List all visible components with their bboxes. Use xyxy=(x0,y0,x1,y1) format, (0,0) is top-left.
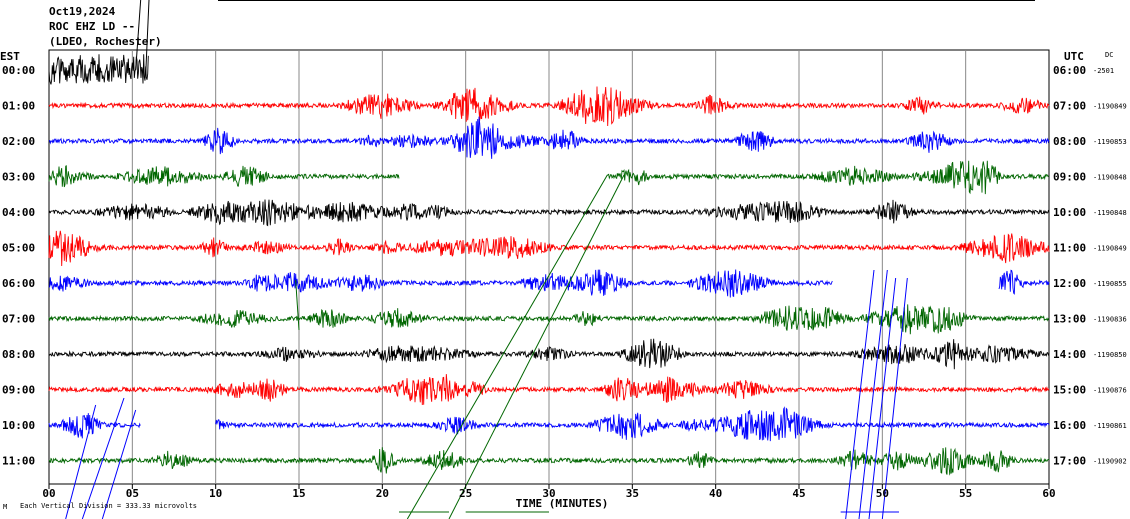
row-label-utc: 15:00 xyxy=(1053,384,1086,397)
right-timezone: UTC xyxy=(1064,50,1084,63)
row-label-utc: 10:00 xyxy=(1053,206,1086,219)
spike-line xyxy=(881,277,908,519)
row-label-est: 01:00 xyxy=(2,100,35,113)
row-label-est: 08:00 xyxy=(2,348,35,361)
x-tick-labels: 00 05 10 15 20 25 30 35 40 45 50 55 60 xyxy=(42,484,1056,500)
spike-line xyxy=(858,269,888,519)
row-dc-offset: -1190855 xyxy=(1093,280,1127,288)
row-label-est: 06:00 xyxy=(2,277,35,290)
seismic-trace xyxy=(48,374,1050,406)
row-label-est: 10:00 xyxy=(2,419,35,432)
row-label-utc: 17:00 xyxy=(1053,455,1086,468)
row-label-utc: 08:00 xyxy=(1053,135,1086,148)
seismic-trace xyxy=(48,199,1050,227)
seismic-trace xyxy=(48,86,1050,127)
header-station: ROC EHZ LD -- xyxy=(49,20,135,33)
row-label-est: 03:00 xyxy=(2,171,35,184)
x-tick-label: 05 xyxy=(126,487,139,500)
x-axis-title: TIME (MINUTES) xyxy=(516,497,609,510)
x-tick-label: 00 xyxy=(42,487,55,500)
x-tick-label: 30 xyxy=(542,487,555,500)
row-dc-offset: -1190848 xyxy=(1093,174,1127,182)
row-dc-offset: -1190849 xyxy=(1093,245,1127,253)
seismic-trace xyxy=(607,160,1050,195)
row-label-utc: 06:00 xyxy=(1053,64,1086,77)
row-label-utc: 11:00 xyxy=(1053,242,1086,255)
row-dc-offset: -1190853 xyxy=(1093,138,1127,146)
spike-line xyxy=(295,279,300,331)
row-label-est: 02:00 xyxy=(2,135,35,148)
spike-line xyxy=(81,397,125,519)
x-tick-label: 15 xyxy=(292,487,305,500)
clipped-spikes xyxy=(65,0,908,519)
seismic-trace xyxy=(48,165,400,188)
row-dc-offset: -1190876 xyxy=(1093,387,1127,395)
spike-line xyxy=(135,0,142,71)
spike-line xyxy=(406,174,608,519)
row-label-utc: 12:00 xyxy=(1053,277,1086,290)
x-tick-label: 35 xyxy=(626,487,639,500)
row-label-utc: 16:00 xyxy=(1053,419,1086,432)
seismic-trace xyxy=(48,54,149,85)
spike-line xyxy=(145,0,150,76)
header-location: (LDEO, Rochester) xyxy=(49,35,162,48)
row-dc-offset: -1190848 xyxy=(1093,209,1127,217)
x-tick-label: 60 xyxy=(1042,487,1055,500)
corner-mark: M xyxy=(3,503,7,511)
row-label-est: 00:00 xyxy=(2,64,35,77)
row-label-est: 09:00 xyxy=(2,384,35,397)
x-tick-label: 20 xyxy=(376,487,389,500)
x-tick-label: 10 xyxy=(209,487,222,500)
gridlines xyxy=(131,50,967,484)
row-label-utc: 09:00 xyxy=(1053,171,1086,184)
seismic-trace xyxy=(48,338,1050,370)
row-label-utc: 14:00 xyxy=(1053,348,1086,361)
row-label-utc: 07:00 xyxy=(1053,100,1086,113)
seismic-trace xyxy=(48,230,1050,267)
row-labels: 00:00 06:00 -2501 01:00 07:00 -1190849 02:00 08… xyxy=(2,64,1127,468)
row-dc-offset: -1190836 xyxy=(1093,316,1127,324)
x-tick-label: 50 xyxy=(876,487,889,500)
row-label-est: 11:00 xyxy=(2,455,35,468)
seismic-trace xyxy=(215,406,1050,442)
row-label-utc: 13:00 xyxy=(1053,313,1086,326)
row-label-est: 04:00 xyxy=(2,206,35,219)
traces xyxy=(48,54,1050,476)
row-label-est: 05:00 xyxy=(2,242,35,255)
seismic-trace xyxy=(48,447,1050,476)
x-tick-label: 25 xyxy=(459,487,472,500)
left-timezone: EST xyxy=(0,50,20,63)
row-dc-offset: -1190849 xyxy=(1093,103,1127,111)
seismic-trace xyxy=(48,116,1050,159)
spike-line xyxy=(845,269,875,519)
row-dc-offset: -2501 xyxy=(1093,67,1114,75)
x-tick-label: 55 xyxy=(959,487,972,500)
x-tick-label: 40 xyxy=(709,487,722,500)
seismic-trace xyxy=(48,413,141,439)
x-tick-label: 45 xyxy=(792,487,805,500)
row-dc-offset: -1190902 xyxy=(1093,458,1127,466)
seismic-trace xyxy=(998,269,1050,295)
spike-line xyxy=(448,174,625,519)
spike-line xyxy=(65,404,97,519)
row-dc-offset: -1190850 xyxy=(1093,351,1127,359)
header-date: Oct19,2024 xyxy=(49,5,116,18)
footer-scale-note: Each Vertical Division = 333.33 microvol… xyxy=(20,502,197,510)
spike-line xyxy=(868,277,897,519)
row-dc-offset: -1190861 xyxy=(1093,422,1127,430)
row-label-est: 07:00 xyxy=(2,313,35,326)
seismic-trace xyxy=(48,269,833,298)
dc-label: DC xyxy=(1105,51,1113,59)
seismic-trace xyxy=(48,304,1050,335)
spike-line xyxy=(101,409,137,519)
